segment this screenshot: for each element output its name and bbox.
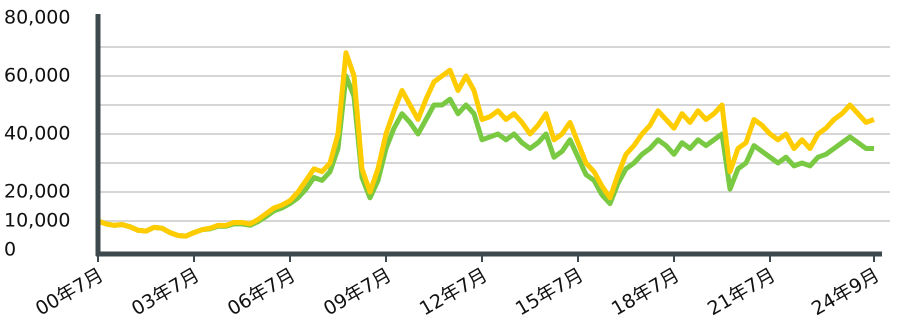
y-tick-label: 20,000 <box>4 181 70 203</box>
x-tick-label: 18年7月 <box>608 264 683 320</box>
y-tick-label: 10,000 <box>4 210 70 232</box>
x-tick-label: 21年7月 <box>704 264 779 320</box>
series-line <box>97 50 875 239</box>
y-tick-label: 40,000 <box>4 123 70 145</box>
y-tick-label: 60,000 <box>4 65 70 87</box>
series-line <box>97 73 874 239</box>
x-tick-label: 00年7月 <box>32 264 107 320</box>
x-tick-label: 15年7月 <box>512 264 587 320</box>
x-tick-label: 06年7月 <box>224 264 299 320</box>
y-tick-label: 0 <box>4 239 16 261</box>
x-tick-label: 03年7月 <box>128 264 203 320</box>
y-tick-label: 80,000 <box>4 7 70 29</box>
x-tick-label: 12年7月 <box>416 264 491 320</box>
x-tick-label: 24年9月 <box>808 264 883 320</box>
x-tick-label: 09年7月 <box>320 264 395 320</box>
